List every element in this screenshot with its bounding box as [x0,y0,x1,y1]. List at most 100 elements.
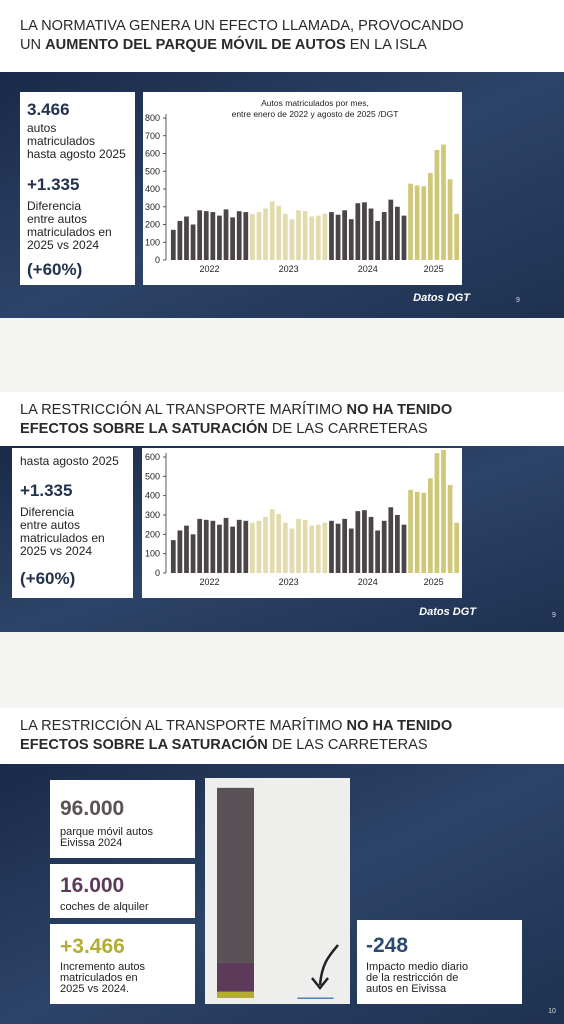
stat-text: autos [27,121,56,135]
page-number: 10 [548,1008,556,1015]
bar [322,213,328,260]
stat-value: (+60%) [27,260,82,279]
bar [335,523,341,573]
title-part: EFECTOS SOBRE LA SATURACIÓN [20,735,268,753]
bar [223,209,229,260]
bar [408,183,413,260]
bar [263,208,268,260]
source: Datos DGT [419,606,477,618]
bar [230,526,235,573]
bar [223,517,229,573]
stat-box [357,920,522,1004]
bar [203,211,209,260]
bar [329,212,334,260]
bar [441,450,446,573]
y-tick-label: 100 [145,237,160,247]
bar [355,511,361,573]
bar [190,224,196,260]
bar [454,213,460,260]
bar [269,201,275,260]
stat-text: hasta agosto 2025 [20,454,119,468]
stat-text: de la restricción de [366,972,458,984]
stacked-bar [217,991,254,998]
stat-text: entre autos [20,518,80,532]
bar [395,515,400,573]
stat-value: 3.466 [27,100,70,119]
title-part: EN LA ISLA [346,37,427,53]
title-part: DE LAS CARRETERAS [268,421,428,437]
bar [184,525,189,573]
y-tick-label: 0 [155,568,160,578]
bar [269,509,275,573]
bar [427,173,433,260]
y-tick-label: 100 [145,549,160,559]
bar [447,485,453,573]
bar [454,522,460,573]
bar [236,211,242,260]
bar [282,522,288,573]
bar [388,507,394,573]
y-tick-label: 400 [145,184,160,194]
bar [197,518,203,573]
stat-value: (+60%) [20,569,75,588]
y-tick-label: 200 [145,529,160,539]
stat-value: +3.466 [60,935,125,958]
title-part: UN [20,37,45,53]
stat-text: 2025 vs 2024 [27,238,99,252]
stat-text: Impacto medio diario [366,961,468,973]
stat-text: autos en Eivissa [366,983,447,995]
chart-box [142,448,462,598]
bar [395,206,400,260]
x-group-label: 2023 [279,577,299,587]
bar [401,215,407,260]
title-part: AUMENTO DEL PARQUE MÓVIL DE AUTOS [45,35,346,53]
bar [177,220,183,260]
stat-text: parque móvil autos [60,826,153,838]
bar [315,524,321,573]
bar [342,210,348,260]
x-group-label: 2025 [424,577,444,587]
stat-box [50,924,195,1004]
stat-box [12,448,133,598]
title-part: NO HA TENIDO [347,402,453,418]
y-tick-label: 600 [145,149,160,159]
y-tick-label: 400 [145,491,160,501]
bar [302,519,308,573]
bar [289,219,295,260]
slide-title: EFECTOS SOBRE LA SATURACIÓN DE LAS CARRE… [20,419,428,437]
slide-header [0,392,564,446]
bar [381,212,387,260]
bar [289,528,295,573]
title-part: LA NORMATIVA GENERA UN EFECTO LLAMADA, P… [20,18,464,34]
bar [375,530,380,573]
bar [375,220,380,260]
bar [276,205,282,260]
bars [170,450,460,573]
stat-value: +1.335 [27,175,79,194]
bar [421,186,427,260]
bar [296,210,301,260]
slide-header [0,708,564,764]
bar [348,528,354,573]
stat-text: Eivissa 2024 [60,837,122,849]
stat-text: Incremento autos [60,961,145,973]
stat-value: 16.000 [60,874,124,897]
bar [335,214,341,260]
bar [170,540,176,573]
stat-text: matriculados [27,134,95,148]
title-part: NO HA TENIDO [347,718,453,734]
y-tick-label: 600 [145,452,160,462]
stat-box [50,780,195,858]
bar [243,520,249,573]
stacked-bar [217,962,254,992]
stat-text: matriculados en [20,531,105,545]
y-tick-label: 300 [145,202,160,212]
bar [210,212,216,260]
stat-text: 2025 vs 2024. [60,983,129,995]
y-tick-label: 700 [145,131,160,141]
bar [276,514,282,573]
bar [315,215,321,260]
stat-box [20,92,135,285]
bar [368,516,374,573]
